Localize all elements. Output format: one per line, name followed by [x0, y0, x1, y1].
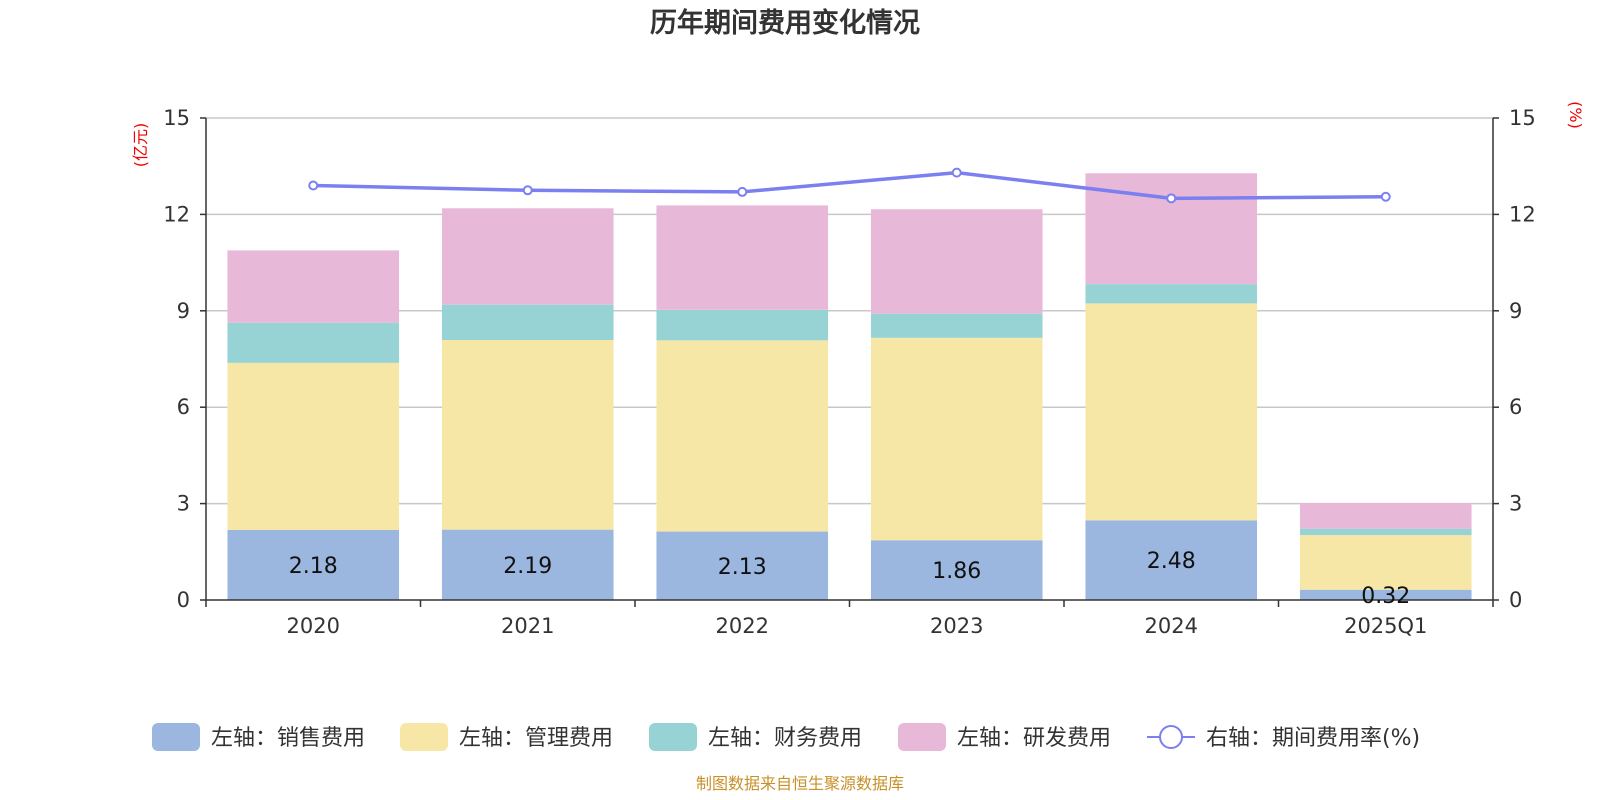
- left-axis-tick-label: 9: [177, 299, 190, 323]
- x-axis-tick-label: 2022: [716, 614, 769, 638]
- bar-segment: [656, 309, 829, 341]
- bar-segment: [441, 208, 614, 305]
- bar-segment: [1299, 589, 1472, 600]
- legend-label: 右轴：期间费用率(%): [1206, 726, 1420, 751]
- legend-label: 左轴：销售费用: [211, 726, 365, 751]
- left-axis-tick-label: 15: [163, 106, 190, 130]
- rate-line: [313, 170, 1386, 201]
- bar-segment: [441, 529, 614, 600]
- line-series: [308, 167, 1391, 204]
- bar-segment: [227, 322, 400, 363]
- right-axis-tick-label: 15: [1509, 106, 1536, 130]
- bar-segment: [441, 304, 614, 341]
- legend: 左轴：销售费用 左轴：管理费用 左轴：财务费用 左轴：研发费用 右轴：期间费用率(%): [152, 723, 1420, 751]
- right-axis-tick-label: 3: [1509, 492, 1522, 516]
- data-labels: 2.18 2.19 2.13 1.86 2.48 0.32: [289, 549, 1410, 609]
- bar-series: [227, 173, 1472, 600]
- left-axis-tick-label: 0: [177, 588, 190, 612]
- bar-segment: [656, 205, 829, 310]
- bar-segment: [227, 362, 400, 530]
- legend-marker: [1159, 725, 1183, 749]
- bar-data-label: 1.86: [932, 559, 981, 584]
- right-axis-tick-label: 0: [1509, 588, 1522, 612]
- rate-point: [737, 186, 748, 197]
- left-axis-tick-label: 12: [163, 202, 190, 226]
- x-axis-tick-label: 2025Q1: [1344, 614, 1427, 638]
- source-note: 制图数据来自恒生聚源数据库: [696, 774, 904, 793]
- axes: 0 3 6 9 12 15 0 3 6 9 12 15 2020 2021 2022 2023 2024 2025…: [163, 106, 1535, 638]
- bar-data-label: 0.32: [1361, 584, 1410, 609]
- bar-segment: [1085, 520, 1258, 600]
- right-axis-tick-label: 12: [1509, 202, 1536, 226]
- x-axis-tick-label: 2021: [501, 614, 554, 638]
- legend-swatch: [898, 723, 946, 751]
- bar-data-label: 2.19: [503, 554, 552, 579]
- x-axis-tick-label: 2024: [1145, 614, 1198, 638]
- rate-point: [522, 185, 533, 196]
- right-axis-unit: (%): [1566, 101, 1585, 129]
- x-axis-tick-label: 2023: [930, 614, 983, 638]
- bar-segment: [1299, 502, 1472, 529]
- bar-data-label: 2.18: [289, 554, 338, 579]
- bar-segment: [870, 337, 1043, 541]
- legend-swatch: [400, 723, 448, 751]
- bar-segment: [656, 531, 829, 600]
- legend-label: 左轴：财务费用: [708, 726, 862, 751]
- right-axis-tick-label: 6: [1509, 395, 1522, 419]
- bar-segment: [656, 340, 829, 532]
- bar-segment: [227, 250, 400, 323]
- left-axis-unit: (亿元): [131, 123, 150, 168]
- legend-label: 左轴：管理费用: [459, 726, 613, 751]
- bar-segment: [1299, 528, 1472, 536]
- rate-point: [951, 167, 962, 178]
- right-axis-tick-label: 9: [1509, 299, 1522, 323]
- left-axis-tick-label: 6: [177, 395, 190, 419]
- bar-segment: [1085, 284, 1258, 304]
- bar-segment: [870, 313, 1043, 338]
- gridlines: [206, 117, 1493, 505]
- bar-segment: [1299, 535, 1472, 590]
- legend-swatch: [152, 723, 200, 751]
- rate-point: [1380, 191, 1391, 202]
- bar-segment: [870, 209, 1043, 314]
- rate-point: [308, 180, 319, 191]
- legend-swatch: [649, 723, 697, 751]
- rate-point: [1166, 193, 1177, 204]
- left-axis-tick-label: 3: [177, 492, 190, 516]
- bar-segment: [441, 340, 614, 530]
- bar-segment: [1085, 303, 1258, 521]
- bar-data-label: 2.13: [718, 555, 767, 580]
- bar-segment: [227, 529, 400, 600]
- chart-title: 历年期间费用变化情况: [650, 7, 920, 39]
- x-axis-tick-label: 2020: [287, 614, 340, 638]
- legend-label: 左轴：研发费用: [957, 726, 1111, 751]
- bar-data-label: 2.48: [1147, 549, 1196, 574]
- bar-segment: [870, 540, 1043, 600]
